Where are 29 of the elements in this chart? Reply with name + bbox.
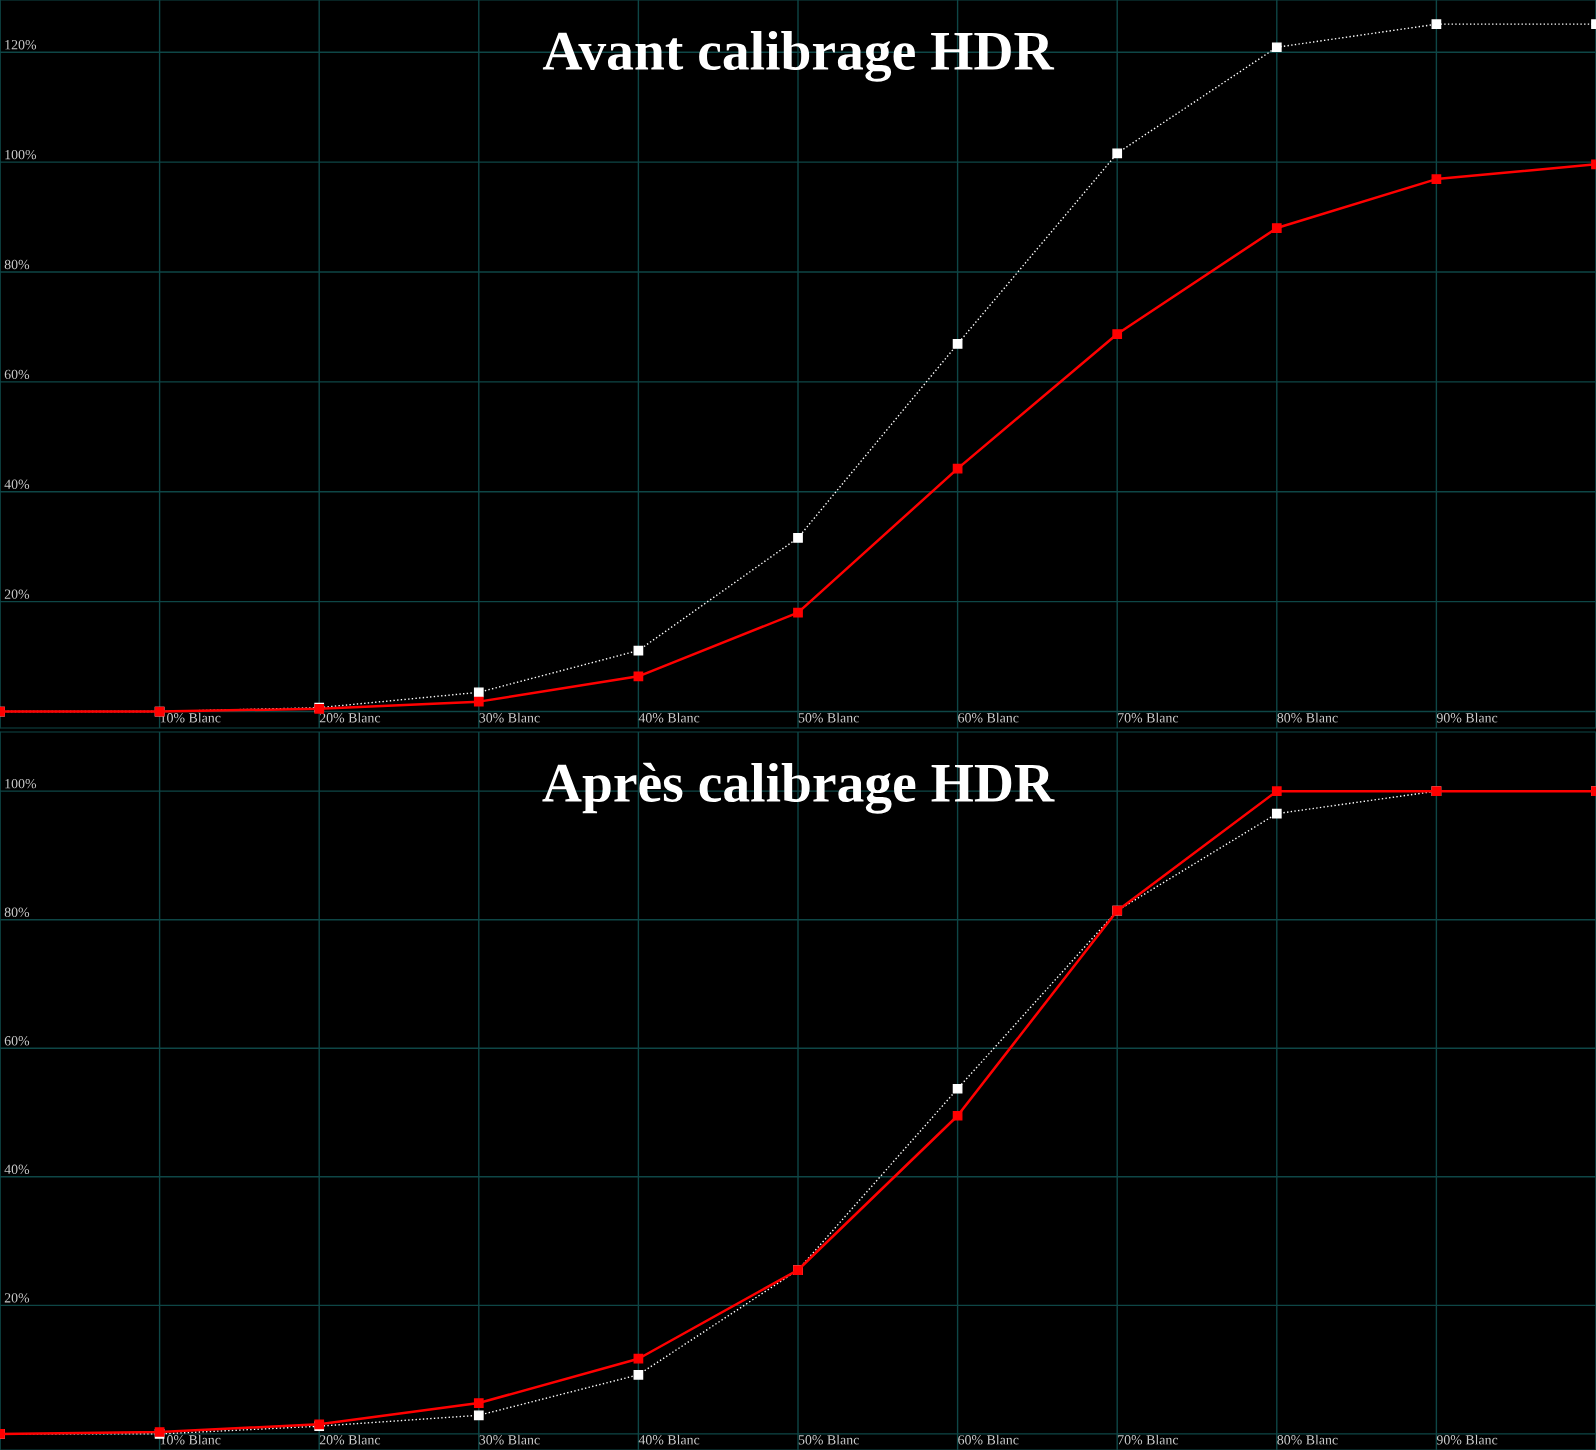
x-tick-label: 70% Blanc bbox=[1118, 712, 1179, 723]
x-tick-label: 80% Blanc bbox=[1277, 1434, 1338, 1445]
y-tick-label: 60% bbox=[4, 369, 30, 380]
x-tick-label: 20% Blanc bbox=[319, 1434, 381, 1445]
x-tick-label: 60% Blanc bbox=[958, 1434, 1019, 1445]
y-tick-label: 80% bbox=[4, 907, 30, 917]
y-tick-label: 100% bbox=[5, 778, 37, 789]
text: Avant calibrage HDR bbox=[542, 30, 1055, 82]
y-tick-label: 40% bbox=[4, 479, 30, 489]
x-tick-label: 60% Blanc bbox=[958, 712, 1019, 723]
x-tick-label: 30% Blanc bbox=[479, 1434, 540, 1445]
x-tick-label: 40% Blanc bbox=[638, 1434, 700, 1445]
x-tick-label: 40% Blanc bbox=[638, 712, 700, 723]
x-tick-label: 90% Blanc bbox=[1436, 712, 1498, 723]
y-tick-label: 100% bbox=[5, 149, 37, 160]
y-tick-label: 20% bbox=[4, 1293, 30, 1303]
x-tick-label: 50% Blanc bbox=[798, 712, 859, 723]
x-tick-label: 90% Blanc bbox=[1436, 1434, 1498, 1445]
y-tick-label: 20% bbox=[4, 589, 30, 599]
x-tick-label: 20% Blanc bbox=[319, 712, 381, 723]
y-tick-label: 120% bbox=[5, 40, 37, 50]
x-tick-label: 70% Blanc bbox=[1118, 1434, 1179, 1445]
y-tick-label: 40% bbox=[4, 1164, 30, 1175]
y-tick-label: 60% bbox=[4, 1036, 30, 1046]
text: Après calibrage HDR bbox=[542, 762, 1055, 814]
x-tick-label: 30% Blanc bbox=[479, 712, 540, 723]
x-tick-label: 80% Blanc bbox=[1277, 712, 1338, 723]
y-tick-label: 80% bbox=[4, 259, 30, 270]
x-tick-label: 50% Blanc bbox=[798, 1434, 859, 1445]
